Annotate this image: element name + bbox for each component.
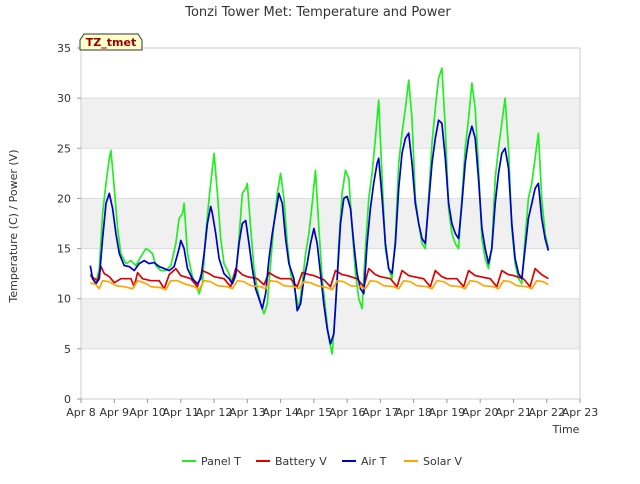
y-tick-label: 20: [57, 192, 71, 205]
x-tick-label: Apr 22: [528, 406, 565, 419]
x-tick-label: Apr 13: [229, 406, 266, 419]
x-tick-label: Apr 11: [163, 406, 200, 419]
series-line-air-t: [89, 119, 550, 345]
series-line-battery-v: [89, 265, 549, 290]
badge-label: TZ_tmet: [86, 36, 136, 49]
x-axis-label: Time: [552, 423, 580, 436]
grid-band: [81, 98, 580, 149]
plot-border: [80, 47, 581, 400]
legend-label-panel-t: Panel T: [201, 455, 241, 468]
x-tick-label: Apr 23: [562, 406, 599, 419]
legend-label-solar-v: Solar V: [423, 455, 463, 468]
y-tick-label: 30: [57, 92, 71, 105]
x-tick-label: Apr 8: [66, 406, 96, 419]
y-tick-label: 15: [57, 243, 71, 256]
x-tick-label: Apr 18: [395, 406, 432, 419]
y-axis-label: Temperature (C) / Power (V): [7, 149, 20, 303]
station-badge: TZ_tmet: [79, 33, 143, 51]
badge-box: [79, 33, 143, 51]
x-tick-label: Apr 17: [362, 406, 399, 419]
x-tick-label: Apr 14: [262, 406, 299, 419]
y-tick-label: 10: [57, 293, 71, 306]
chart-title: Tonzi Tower Met: Temperature and Power: [184, 5, 451, 20]
series-group: [89, 67, 550, 355]
legend-label-air-t: Air T: [361, 455, 387, 468]
x-tick-label: Apr 9: [100, 406, 130, 419]
x-tick-label: Apr 16: [329, 406, 366, 419]
legend-label-battery-v: Battery V: [275, 455, 327, 468]
y-tick-label: 5: [64, 343, 71, 356]
legend: Panel T Battery V Air T Solar V: [182, 455, 463, 468]
y-tick-label: 25: [57, 142, 71, 155]
x-tick-label: Apr 19: [429, 406, 466, 419]
x-tick-label: Apr 21: [495, 406, 532, 419]
x-tick-label: Apr 10: [129, 406, 166, 419]
grid-band: [81, 198, 580, 249]
series-line-solar-v: [90, 279, 549, 291]
series-line-panel-t: [89, 67, 550, 355]
y-tick-label: 35: [57, 42, 71, 55]
x-tick-label: Apr 15: [296, 406, 333, 419]
x-tick-label: Apr 12: [196, 406, 233, 419]
y-tick-label: 0: [64, 393, 71, 406]
x-tick-label: Apr 20: [462, 406, 499, 419]
